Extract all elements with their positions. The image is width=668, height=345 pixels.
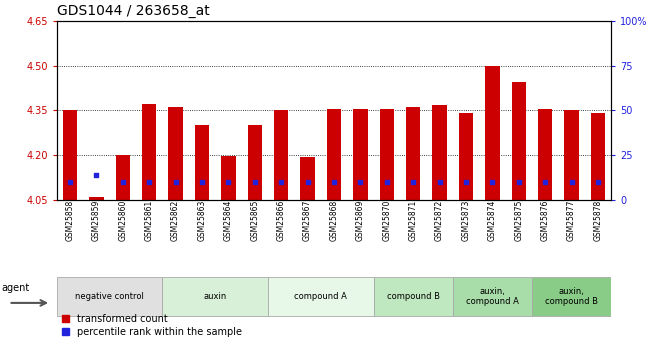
Bar xyxy=(221,156,236,200)
Text: GSM25867: GSM25867 xyxy=(303,200,312,242)
Point xyxy=(514,179,524,185)
FancyBboxPatch shape xyxy=(453,277,532,316)
FancyBboxPatch shape xyxy=(162,277,268,316)
Bar xyxy=(274,110,289,200)
Point xyxy=(461,179,472,185)
Text: GSM25869: GSM25869 xyxy=(356,200,365,242)
Text: GSM25863: GSM25863 xyxy=(198,200,206,242)
Point xyxy=(196,179,207,185)
Point xyxy=(144,179,154,185)
Bar xyxy=(512,82,526,200)
Bar xyxy=(459,114,473,200)
Point xyxy=(223,179,234,185)
Text: GSM25866: GSM25866 xyxy=(277,200,286,242)
Bar xyxy=(353,109,367,200)
Point xyxy=(381,179,392,185)
Text: GSM25864: GSM25864 xyxy=(224,200,233,242)
Text: agent: agent xyxy=(1,283,29,293)
Point xyxy=(434,179,445,185)
Text: GSM25874: GSM25874 xyxy=(488,200,497,242)
Text: auxin: auxin xyxy=(204,292,227,301)
Text: negative control: negative control xyxy=(75,292,144,301)
Point xyxy=(355,179,366,185)
Point xyxy=(540,179,550,185)
Point xyxy=(249,179,260,185)
Point xyxy=(118,179,128,185)
Legend: transformed count, percentile rank within the sample: transformed count, percentile rank withi… xyxy=(61,314,242,337)
Bar xyxy=(301,157,315,200)
Bar xyxy=(63,110,77,200)
Text: GSM25878: GSM25878 xyxy=(594,200,603,242)
Text: GSM25876: GSM25876 xyxy=(540,200,550,242)
Text: GSM25865: GSM25865 xyxy=(250,200,259,242)
Bar xyxy=(379,109,394,200)
Point xyxy=(487,179,498,185)
Point xyxy=(593,179,603,185)
Text: GSM25870: GSM25870 xyxy=(382,200,391,242)
Text: GSM25868: GSM25868 xyxy=(329,200,339,242)
Text: auxin,
compound A: auxin, compound A xyxy=(466,287,519,306)
Point xyxy=(65,179,75,185)
Bar xyxy=(116,155,130,200)
Text: GSM25862: GSM25862 xyxy=(171,200,180,242)
FancyBboxPatch shape xyxy=(532,277,611,316)
Text: GSM25875: GSM25875 xyxy=(514,200,523,242)
FancyBboxPatch shape xyxy=(57,277,162,316)
Bar xyxy=(485,66,500,200)
Point xyxy=(329,179,339,185)
Text: GSM25877: GSM25877 xyxy=(567,200,576,242)
Bar xyxy=(168,107,183,200)
Point xyxy=(302,179,313,185)
Bar xyxy=(406,107,420,200)
Text: GSM25860: GSM25860 xyxy=(118,200,128,242)
Bar xyxy=(327,109,341,200)
Point xyxy=(408,179,419,185)
Point xyxy=(566,179,577,185)
Text: GSM25858: GSM25858 xyxy=(65,200,74,242)
Bar xyxy=(89,197,104,200)
FancyBboxPatch shape xyxy=(268,277,373,316)
Text: GSM25859: GSM25859 xyxy=(92,200,101,242)
Bar xyxy=(591,114,605,200)
Text: GSM25872: GSM25872 xyxy=(435,200,444,242)
FancyBboxPatch shape xyxy=(373,277,453,316)
Point xyxy=(170,179,181,185)
Point xyxy=(91,172,102,178)
Bar xyxy=(564,110,579,200)
Bar xyxy=(538,109,552,200)
Bar xyxy=(142,105,156,200)
Text: GDS1044 / 263658_at: GDS1044 / 263658_at xyxy=(57,4,210,18)
Bar xyxy=(248,125,262,200)
Text: GSM25861: GSM25861 xyxy=(145,200,154,242)
Text: auxin,
compound B: auxin, compound B xyxy=(545,287,598,306)
Text: GSM25873: GSM25873 xyxy=(462,200,470,242)
Text: GSM25871: GSM25871 xyxy=(409,200,418,242)
Bar xyxy=(195,125,209,200)
Text: compound A: compound A xyxy=(295,292,347,301)
Bar xyxy=(432,105,447,200)
Point xyxy=(276,179,287,185)
Text: compound B: compound B xyxy=(387,292,440,301)
